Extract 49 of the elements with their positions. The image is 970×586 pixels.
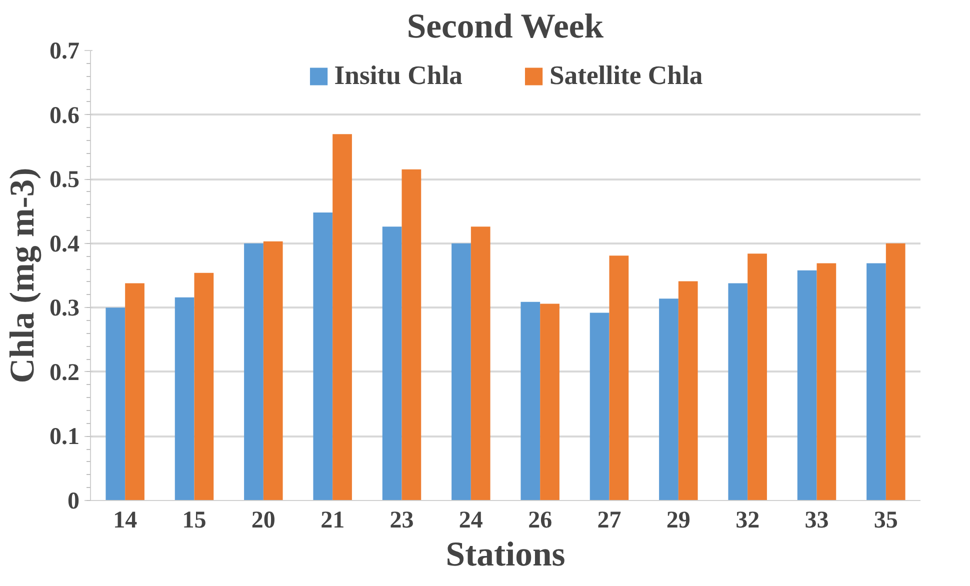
bar — [728, 283, 748, 500]
bar — [609, 256, 629, 500]
bar — [125, 283, 144, 500]
bar — [470, 226, 490, 500]
bar — [678, 281, 698, 500]
y-tick-label: 0.4 — [50, 231, 80, 258]
y-tick-label: 0.1 — [50, 424, 80, 450]
x-tick-label: 15 — [182, 508, 206, 534]
x-axis-title: Stations — [446, 536, 566, 574]
bar — [659, 298, 678, 500]
x-tick-label: 20 — [251, 508, 276, 534]
y-tick-label: 0.2 — [50, 360, 80, 386]
legend-label: Insitu Chla — [334, 60, 462, 91]
bar — [816, 263, 836, 500]
bar — [590, 312, 610, 500]
bar — [313, 212, 333, 500]
chart-title: Second Week — [406, 8, 604, 46]
bar — [748, 254, 767, 500]
x-tick-label: 29 — [666, 508, 690, 534]
bar — [332, 134, 352, 500]
y-tick-label: 0.6 — [50, 102, 80, 129]
x-tick-label: 33 — [804, 508, 829, 534]
x-tick-label: 27 — [597, 508, 622, 534]
x-tick-label: 32 — [736, 508, 760, 534]
bar — [402, 169, 422, 500]
bar — [382, 226, 402, 500]
bar — [106, 308, 126, 500]
bar — [797, 270, 817, 500]
x-tick-label: 23 — [390, 508, 414, 534]
x-tick-label: 24 — [458, 508, 483, 534]
y-tick-label: 0.3 — [50, 296, 80, 322]
y-tick-label: 0 — [68, 488, 80, 514]
bar — [174, 297, 194, 500]
bar — [520, 302, 540, 500]
legend-label: Satellite Chla — [549, 60, 703, 91]
bar — [263, 241, 283, 500]
x-tick-label: 26 — [528, 508, 552, 534]
y-tick-label: 0.5 — [50, 167, 80, 194]
bar — [194, 272, 214, 500]
y-axis-title: Chla (mg m-3) — [4, 168, 42, 384]
bar — [540, 304, 560, 500]
x-tick-label: 14 — [113, 508, 138, 534]
bar — [452, 243, 471, 500]
y-tick-label: 0.7 — [50, 38, 80, 64]
bar — [866, 263, 886, 500]
x-tick-label: 21 — [320, 508, 345, 534]
bar — [244, 243, 264, 500]
x-tick-label: 35 — [874, 508, 898, 534]
bar — [886, 243, 906, 500]
